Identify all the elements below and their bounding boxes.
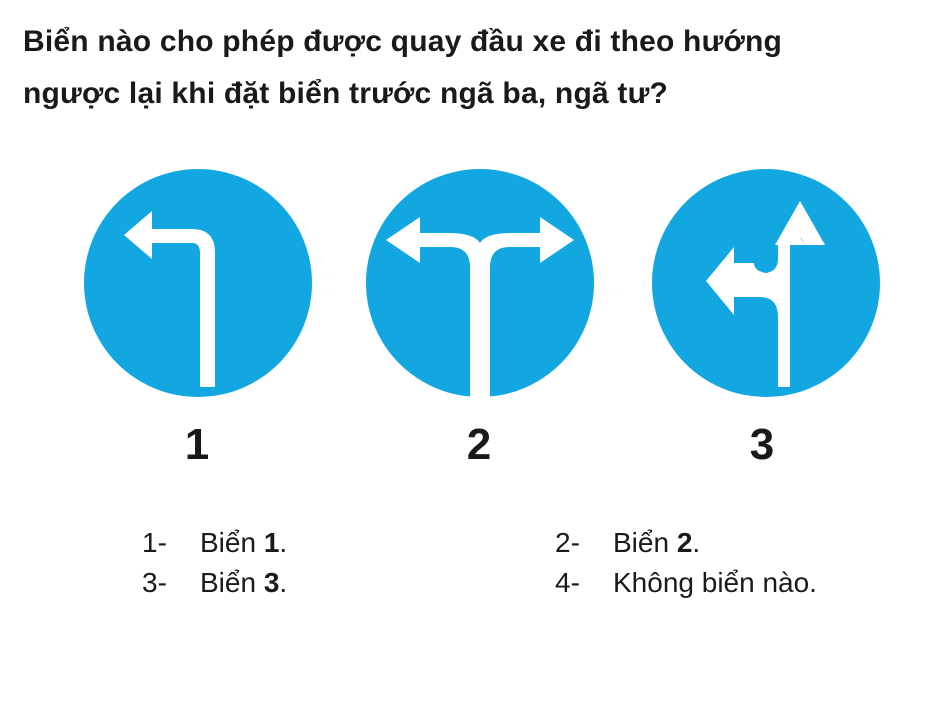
- sign-number-3: 3: [749, 420, 775, 469]
- answer-option-2[interactable]: 2- Biển 2.: [555, 525, 700, 561]
- sign-number-2: 2: [466, 420, 492, 469]
- question-line-1: Biển nào cho phép được quay đầu xe đi th…: [23, 25, 783, 58]
- answer-bold: 1: [263, 527, 280, 558]
- answer-option-3[interactable]: 3- Biển 3.: [142, 565, 287, 601]
- sign-3: [650, 167, 882, 399]
- question-line-2: ngược lại khi đặt biển trước ngã ba, ngã…: [23, 77, 669, 110]
- answer-suffix: .: [279, 527, 288, 558]
- answer-suffix: .: [692, 527, 701, 558]
- answer-prefix: Biển: [200, 567, 257, 598]
- answer-number: 2-: [555, 527, 580, 558]
- answer-option-4[interactable]: 4- Không biển nào.: [555, 565, 817, 601]
- left-right-fork-arrow-icon: [366, 169, 594, 399]
- answer-prefix: Không biển nào.: [613, 567, 817, 598]
- sign-2: [364, 167, 596, 399]
- turn-left-arrow-icon: [84, 169, 312, 397]
- answer-prefix: Biển: [613, 527, 670, 558]
- answer-bold: 2: [676, 527, 693, 558]
- answer-bold: 3: [263, 567, 280, 598]
- sign-number-1: 1: [184, 420, 210, 469]
- straight-or-left-arrow-icon: [652, 169, 880, 397]
- answer-prefix: Biển: [200, 527, 257, 558]
- answer-number: 3-: [142, 567, 167, 598]
- answer-number: 1-: [142, 527, 167, 558]
- question-text: Biển nào cho phép được quay đầu xe đi th…: [23, 16, 933, 120]
- answer-number: 4-: [555, 567, 580, 598]
- sign-1: [82, 167, 314, 399]
- answer-option-1[interactable]: 1- Biển 1.: [142, 525, 287, 561]
- answer-suffix: .: [279, 567, 288, 598]
